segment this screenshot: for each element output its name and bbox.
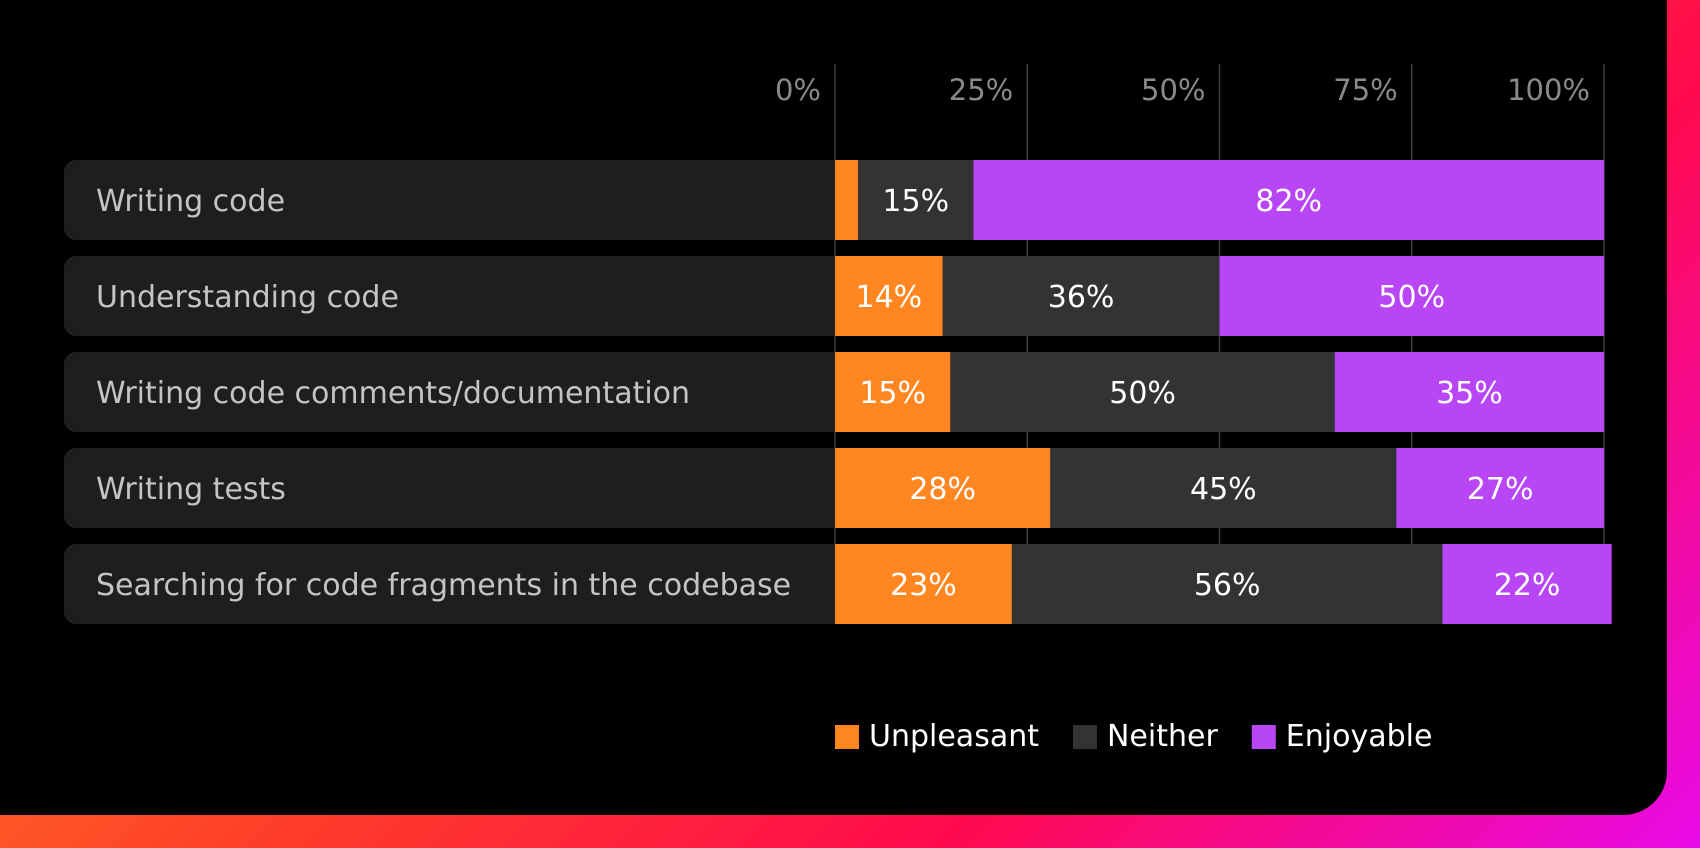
- legend-label-neither: Neither: [1107, 719, 1218, 754]
- legend-swatch-unpleasant: [835, 725, 859, 749]
- bar-segment-unpleasant: [835, 160, 859, 240]
- x-tick-label: 50%: [1141, 73, 1205, 107]
- x-tick-label: 25%: [949, 73, 1013, 107]
- category-label: Searching for code fragments in the code…: [96, 568, 791, 603]
- category-label: Writing code: [96, 184, 285, 219]
- bar-segment-unpleasant: [835, 352, 951, 432]
- bar-segment-neither: [1011, 544, 1443, 624]
- data-label: 56%: [1194, 568, 1261, 603]
- bar-segment-unpleasant: [835, 256, 943, 336]
- data-label: 50%: [1109, 376, 1176, 411]
- data-label: 82%: [1255, 184, 1322, 219]
- bar-segment-neither: [942, 256, 1220, 336]
- category-label: Writing tests: [96, 472, 286, 507]
- bar-segment-unpleasant: [835, 544, 1012, 624]
- bar-segment-enjoyable: [1334, 352, 1604, 432]
- data-label: 22%: [1494, 568, 1561, 603]
- data-label: 14%: [855, 280, 922, 315]
- data-label: 45%: [1190, 472, 1257, 507]
- bar-segment-neither: [858, 160, 974, 240]
- bar-segment-enjoyable: [1396, 448, 1604, 528]
- legend-swatch-enjoyable: [1251, 725, 1276, 749]
- category-label: Understanding code: [96, 280, 399, 315]
- category-label: Writing code comments/documentation: [96, 376, 690, 411]
- bar-segment-neither: [950, 352, 1335, 432]
- data-label: 23%: [890, 568, 957, 603]
- x-tick-label: 100%: [1507, 73, 1590, 107]
- legend-label-enjoyable: Enjoyable: [1286, 719, 1433, 754]
- data-label: 28%: [909, 472, 976, 507]
- bar-segment-neither: [1050, 448, 1397, 528]
- data-label: 35%: [1436, 376, 1503, 411]
- legend-label-unpleasant: Unpleasant: [869, 719, 1039, 754]
- data-label: 15%: [859, 376, 926, 411]
- bar-segment-unpleasant: [835, 448, 1051, 528]
- stacked-bar-chart: Writing code Understanding code Writing co…: [64, 64, 1612, 754]
- data-label: 36%: [1048, 280, 1115, 315]
- x-tick-label: 0%: [775, 73, 821, 107]
- bar-segment-enjoyable: [1442, 544, 1612, 624]
- x-tick-label: 75%: [1333, 73, 1397, 107]
- data-label: 50%: [1378, 280, 1445, 315]
- bar-segment-enjoyable: [973, 160, 1604, 240]
- data-label: 15%: [882, 184, 949, 219]
- data-label: 27%: [1467, 472, 1534, 507]
- bar-segment-enjoyable: [1219, 256, 1604, 336]
- legend-swatch-neither: [1072, 725, 1097, 749]
